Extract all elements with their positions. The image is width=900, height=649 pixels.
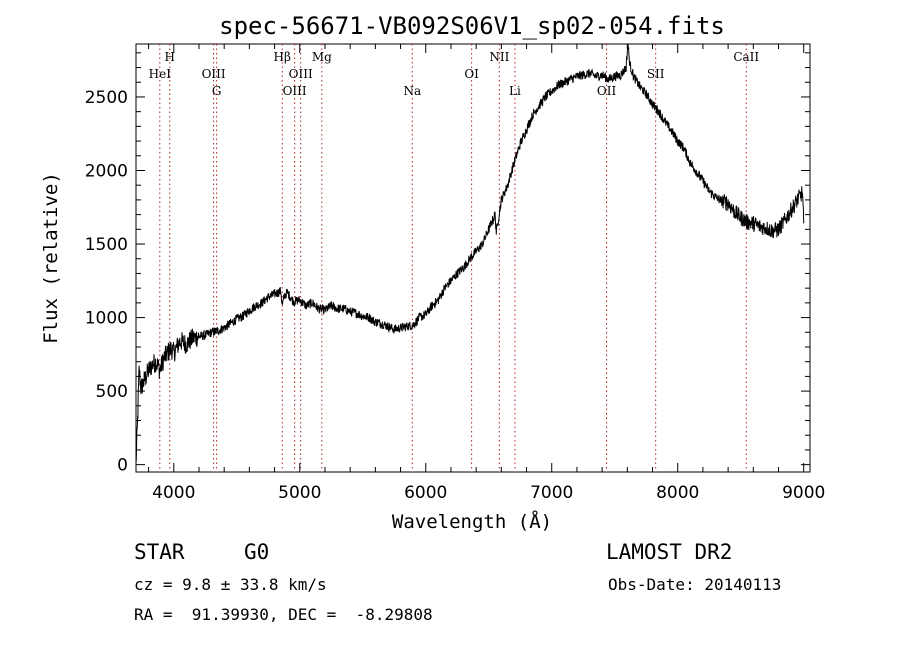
y-tick-label-2: 1000 — [85, 309, 128, 329]
x-tick-label-5: 9000 — [782, 483, 825, 503]
y-tick-label-0: 0 — [117, 456, 128, 476]
line-label-8: Na — [403, 84, 421, 98]
line-label-4: Hβ — [274, 50, 291, 64]
x-tick-label-0: 4000 — [152, 483, 195, 503]
x-axis-label: Wavelength (Å) — [392, 510, 552, 533]
y-axis-label: Flux (relative) — [40, 172, 62, 344]
plot-frame — [135, 43, 811, 473]
spectrum-line — [135, 43, 805, 462]
line-label-10: NII — [489, 50, 509, 64]
line-label-14: CaII — [733, 50, 759, 64]
line-label-5: OIII — [283, 84, 307, 98]
survey-name: LAMOST DR2 — [606, 540, 733, 564]
y-tick-label-3: 1500 — [85, 235, 128, 255]
line-label-9: OI — [464, 67, 479, 81]
y-tick-label-5: 2500 — [85, 88, 128, 108]
line-label-11: Li — [509, 84, 521, 98]
line-label-0: HeI — [149, 67, 172, 81]
axes: 4000 5000 6000 7000 8000 9000 0 500 1000 1500 2000… — [85, 44, 825, 503]
line-label-7: Mg — [312, 50, 332, 64]
line-label-3: G — [212, 84, 222, 98]
line-label-12: OII — [597, 84, 617, 98]
y-tick-label-1: 500 — [96, 382, 128, 402]
line-label-2: OIII — [202, 67, 226, 81]
redshift-text: cz = 9.8 ± 33.8 km/s — [134, 575, 327, 594]
object-class: STAR — [134, 540, 185, 564]
chart-title: spec-56671-VB092S06V1_sp02-054.fits — [219, 12, 725, 40]
coordinates-text: RA = 91.39930, DEC = -8.29808 — [134, 605, 433, 624]
y-tick-label-4: 2000 — [85, 161, 128, 181]
line-label-1: H — [165, 50, 175, 64]
spectral-line-markers: HeI H OIII G Hβ OIII OIII Mg Na OI NII Li OII SII CaII — [149, 44, 759, 472]
object-subclass: G0 — [244, 540, 270, 564]
x-tick-label-3: 7000 — [530, 483, 573, 503]
x-tick-label-4: 8000 — [656, 483, 699, 503]
spectrum-series — [135, 43, 805, 462]
line-label-6: OIII — [289, 67, 313, 81]
x-tick-label-2: 6000 — [404, 483, 447, 503]
line-label-13: SII — [647, 67, 665, 81]
x-tick-label-1: 5000 — [278, 483, 321, 503]
obs-date-text: Obs-Date: 20140113 — [608, 575, 782, 594]
